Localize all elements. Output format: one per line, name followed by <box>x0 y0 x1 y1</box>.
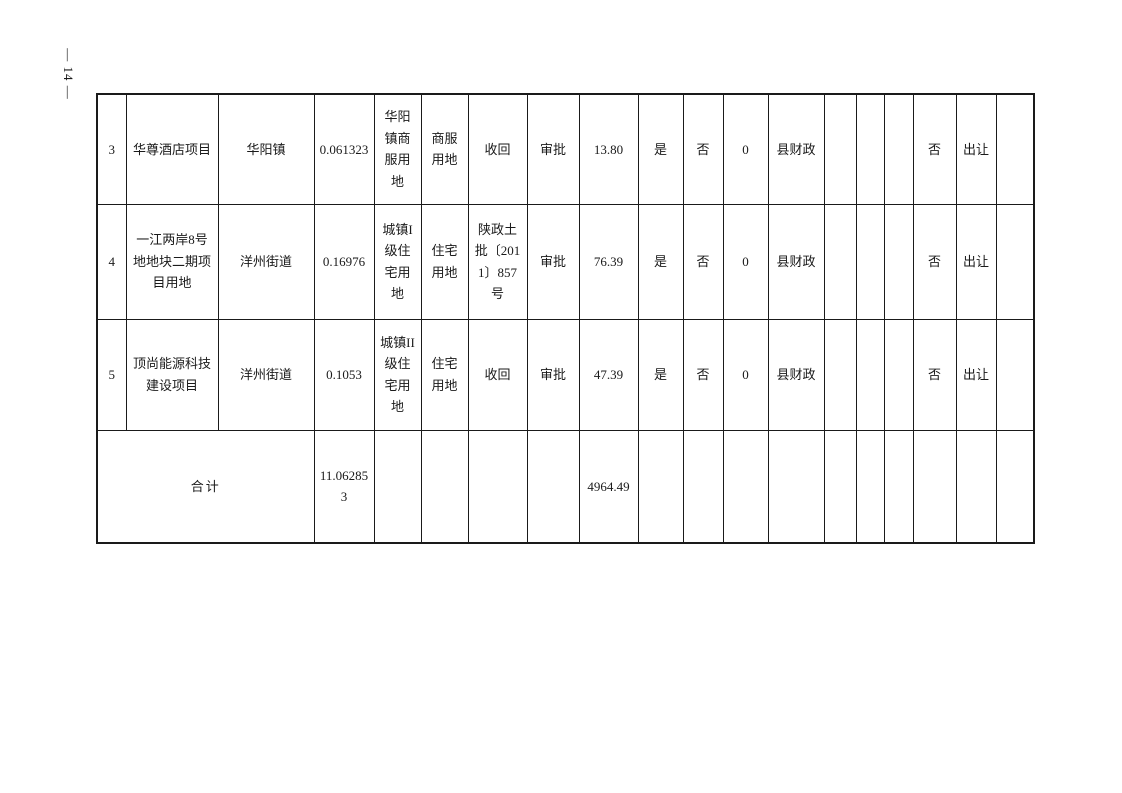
cell-land-class: 华阳镇商服用地 <box>373 93 422 205</box>
cell-land-class: 城镇I级住宅用地 <box>373 203 422 320</box>
cell-amount: 47.39 <box>578 318 639 431</box>
cell-col17: 否 <box>912 93 957 205</box>
cell-approval-type: 审批 <box>526 93 580 205</box>
cell-col17: 否 <box>912 203 957 320</box>
cell-col15 <box>855 203 885 320</box>
cell-project-name: 顶尚能源科技建设项目 <box>125 318 219 431</box>
cell-land-use: 商服用地 <box>420 93 469 205</box>
cell-supply-source: 陕政土批〔2011〕857号 <box>467 203 528 320</box>
cell-total-area: 11.062853 <box>313 429 375 544</box>
cell-project-name: 一江两岸8号地地块二期项目用地 <box>125 203 219 320</box>
cell-funding-source: 县财政 <box>767 318 825 431</box>
cell-col16 <box>883 429 914 544</box>
cell-seq: 5 <box>96 318 127 431</box>
cell-col6 <box>420 429 469 544</box>
cell-col11 <box>682 429 724 544</box>
cell-location: 洋州街道 <box>217 203 315 320</box>
cell-col14 <box>823 93 857 205</box>
cell-area: 0.16976 <box>313 203 375 320</box>
cell-col16 <box>883 93 914 205</box>
cell-location: 洋州街道 <box>217 318 315 431</box>
cell-col19 <box>995 203 1035 320</box>
cell-col13 <box>767 429 825 544</box>
land-supply-table: 3 华尊酒店项目 华阳镇 0.061323 华阳镇商服用地 商服用地 收回 审批… <box>96 93 1035 544</box>
cell-col10: 是 <box>637 318 684 431</box>
cell-total-label: 合计 <box>96 429 315 544</box>
cell-col11: 否 <box>682 203 724 320</box>
cell-funding-source: 县财政 <box>767 203 825 320</box>
cell-col10: 是 <box>637 203 684 320</box>
cell-col10: 是 <box>637 93 684 205</box>
cell-land-use: 住宅用地 <box>420 203 469 320</box>
cell-land-class: 城镇II级住宅用地 <box>373 318 422 431</box>
cell-col18 <box>955 429 997 544</box>
cell-col14 <box>823 429 857 544</box>
cell-col19 <box>995 93 1035 205</box>
page-number: — 14 — <box>61 48 76 100</box>
cell-land-use: 住宅用地 <box>420 318 469 431</box>
cell-funding-source: 县财政 <box>767 93 825 205</box>
table-row: 4 一江两岸8号地地块二期项目用地 洋州街道 0.16976 城镇I级住宅用地 … <box>96 203 1035 320</box>
cell-supply-source: 收回 <box>467 318 528 431</box>
cell-approval-type: 审批 <box>526 203 580 320</box>
cell-amount: 13.80 <box>578 93 639 205</box>
cell-col14 <box>823 203 857 320</box>
cell-approval-type: 审批 <box>526 318 580 431</box>
cell-col12: 0 <box>722 93 769 205</box>
cell-supply-source: 收回 <box>467 93 528 205</box>
cell-col17 <box>912 429 957 544</box>
cell-col12 <box>722 429 769 544</box>
cell-amount: 76.39 <box>578 203 639 320</box>
cell-area: 0.1053 <box>313 318 375 431</box>
cell-area: 0.061323 <box>313 93 375 205</box>
cell-col17: 否 <box>912 318 957 431</box>
table-row: 3 华尊酒店项目 华阳镇 0.061323 华阳镇商服用地 商服用地 收回 审批… <box>96 93 1035 205</box>
cell-location: 华阳镇 <box>217 93 315 205</box>
cell-seq: 4 <box>96 203 127 320</box>
cell-seq: 3 <box>96 93 127 205</box>
table-total-row: 合计 11.062853 4964.49 <box>96 429 1035 544</box>
cell-col15 <box>855 429 885 544</box>
cell-col7 <box>467 429 528 544</box>
cell-col16 <box>883 203 914 320</box>
cell-transfer-mode: 出让 <box>955 93 997 205</box>
cell-col5 <box>373 429 422 544</box>
cell-col10 <box>637 429 684 544</box>
cell-col12: 0 <box>722 203 769 320</box>
cell-transfer-mode: 出让 <box>955 203 997 320</box>
cell-col12: 0 <box>722 318 769 431</box>
cell-col15 <box>855 93 885 205</box>
cell-col16 <box>883 318 914 431</box>
cell-col11: 否 <box>682 318 724 431</box>
cell-transfer-mode: 出让 <box>955 318 997 431</box>
cell-total-amount: 4964.49 <box>578 429 639 544</box>
cell-col14 <box>823 318 857 431</box>
cell-col8 <box>526 429 580 544</box>
cell-col19 <box>995 318 1035 431</box>
table-row: 5 顶尚能源科技建设项目 洋州街道 0.1053 城镇II级住宅用地 住宅用地 … <box>96 318 1035 431</box>
cell-col11: 否 <box>682 93 724 205</box>
cell-project-name: 华尊酒店项目 <box>125 93 219 205</box>
cell-col19 <box>995 429 1035 544</box>
cell-col15 <box>855 318 885 431</box>
